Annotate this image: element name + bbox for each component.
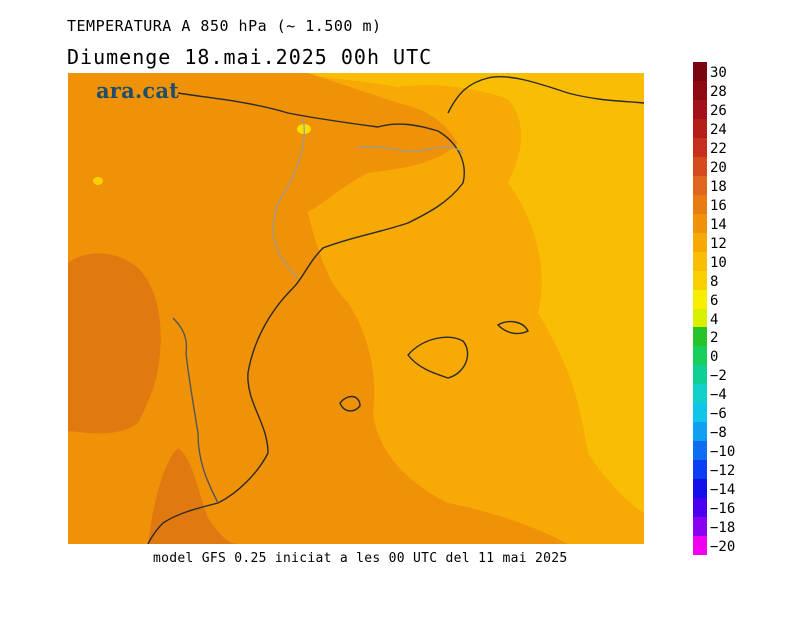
colorbar-tick-label: 6 <box>710 292 719 309</box>
colorbar-swatch <box>693 365 707 385</box>
colorbar-swatch <box>693 156 707 177</box>
ara-cat-logo: ara.cat <box>96 78 180 103</box>
colorbar-swatch <box>693 232 707 253</box>
colorbar-swatch <box>693 99 707 120</box>
colorbar-tick-label: 4 <box>710 311 719 328</box>
field-10-12-spot <box>93 177 103 185</box>
colorbar-tick-label: −6 <box>710 406 727 423</box>
field-14-16 <box>68 73 568 544</box>
colorbar-tick-label: −18 <box>710 520 736 537</box>
colorbar-tick-label: 18 <box>710 178 727 195</box>
colorbar-tick-label: −4 <box>710 387 727 404</box>
island-eivissa <box>339 395 361 412</box>
colorbar-tick-label: 8 <box>710 273 719 290</box>
map-svg <box>68 73 644 544</box>
colorbar-swatch <box>693 460 707 480</box>
colorbar-swatch <box>693 62 707 82</box>
colorbar-swatch <box>693 403 707 423</box>
island-menorca <box>496 320 529 335</box>
temperature-map <box>68 73 644 544</box>
colorbar-swatch <box>693 536 707 556</box>
colorbar-tick-label: −12 <box>710 463 736 480</box>
colorbar-swatch <box>693 289 707 309</box>
colorbar-swatch <box>693 327 707 347</box>
colorbar-tick-label: 14 <box>710 216 727 233</box>
colorbar-tick-label: 10 <box>710 254 727 271</box>
colorbar-tick-label: 20 <box>710 159 727 176</box>
colorbar-swatch <box>693 422 707 442</box>
colorbar-swatch <box>693 137 707 158</box>
colorbar-tick-label: 28 <box>710 83 727 100</box>
colorbar-tick-label: 30 <box>710 65 727 81</box>
field-16-18-south <box>148 448 238 544</box>
colorbar-swatch <box>693 498 707 518</box>
field-14-16-north <box>68 73 458 215</box>
colorbar-swatch <box>693 270 707 291</box>
colorbar-tick-label: −8 <box>710 425 727 442</box>
colorbar-swatch <box>693 118 707 139</box>
colorbar-tick-label: −16 <box>710 501 736 518</box>
colorbar-swatch <box>693 175 707 196</box>
colorbar-swatch <box>693 80 707 101</box>
colorbar-tick-label: −14 <box>710 482 736 499</box>
colorbar-tick-label: 16 <box>710 197 727 214</box>
map-date-subtitle: Diumenge 18.mai.2025 00h UTC <box>67 45 433 69</box>
colorbar-swatch <box>693 251 707 272</box>
colorbar-tick-label: −20 <box>710 539 736 556</box>
map-title: TEMPERATURA A 850 hPa (~ 1.500 m) <box>67 17 382 35</box>
colorbar-tick-label: 0 <box>710 349 719 366</box>
island-mallorca <box>407 336 469 379</box>
colorbar-swatch <box>693 194 707 215</box>
temperature-colorbar <box>693 62 707 556</box>
regional-borders <box>272 117 464 279</box>
colorbar-tick-label: −10 <box>710 444 736 461</box>
colorbar-tick-label: 26 <box>710 102 727 119</box>
field-16-18 <box>68 253 161 434</box>
colorbar-swatch <box>693 213 707 234</box>
colorbar-swatch <box>693 384 707 404</box>
colorbar-tick-label: 22 <box>710 140 727 157</box>
colorbar-tick-label: 2 <box>710 330 719 347</box>
colorbar-tick-label: 12 <box>710 235 727 252</box>
colorbar-tick-label: 24 <box>710 121 727 138</box>
colorbar-swatch <box>693 346 707 366</box>
colorbar-swatch <box>693 479 707 499</box>
colorbar-swatch <box>693 308 707 328</box>
colorbar-swatch <box>693 441 707 461</box>
colorbar-swatch <box>693 517 707 537</box>
colorbar-tick-label: −2 <box>710 368 727 385</box>
model-run-footer: model GFS 0.25 iniciat a les 00 UTC del … <box>153 551 568 566</box>
